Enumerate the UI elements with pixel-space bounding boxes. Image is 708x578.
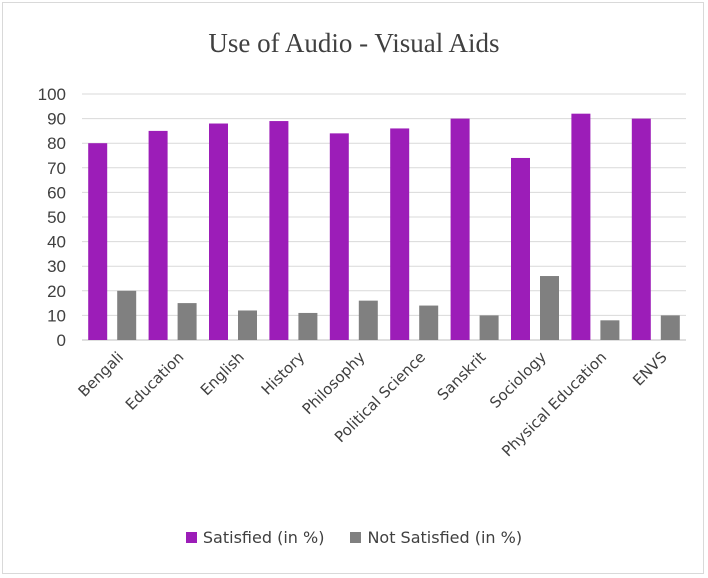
legend-item-not-satisfied: Not Satisfied (in %) <box>350 528 522 547</box>
y-tick-label: 40 <box>47 233 66 252</box>
bar-not-satisfied <box>177 303 197 340</box>
bar-satisfied <box>631 118 651 340</box>
y-tick-label: 50 <box>47 208 66 227</box>
y-tick-label: 30 <box>47 257 66 276</box>
y-tick-label: 10 <box>47 306 66 325</box>
bar-satisfied <box>390 128 410 340</box>
bars <box>88 113 680 341</box>
bar-not-satisfied <box>117 290 137 340</box>
y-axis-ticks: 0 10 20 30 40 50 60 70 80 90 100 <box>38 85 66 350</box>
bar-not-satisfied <box>660 315 680 340</box>
bar-not-satisfied <box>298 312 318 340</box>
bar-not-satisfied <box>600 320 620 340</box>
y-tick-label: 0 <box>57 331 66 350</box>
legend-label-satisfied: Satisfied (in %) <box>202 528 325 547</box>
bar-not-satisfied <box>479 315 499 340</box>
x-category-label: Sociology <box>486 348 550 412</box>
bar-satisfied <box>571 113 591 341</box>
y-tick-label: 20 <box>47 282 66 301</box>
x-category-label: Bengali <box>75 348 127 400</box>
x-category-label: ENVS <box>629 348 670 389</box>
bar-not-satisfied <box>358 300 378 340</box>
bar-satisfied <box>88 143 108 340</box>
legend: Satisfied (in %) Not Satisfied (in %) <box>0 528 708 547</box>
legend-label-not-satisfied: Not Satisfied (in %) <box>367 528 523 547</box>
bar-not-satisfied <box>238 310 257 340</box>
legend-swatch-not-satisfied <box>350 532 362 543</box>
x-category-label: Sanskrit <box>434 348 490 404</box>
y-tick-label: 60 <box>47 183 66 202</box>
x-category-label: Physical Education <box>498 348 610 460</box>
x-category-label: Education <box>122 348 188 414</box>
bar-satisfied <box>511 157 530 340</box>
y-tick-label: 100 <box>38 85 66 104</box>
bar-satisfied <box>269 121 289 340</box>
legend-item-satisfied: Satisfied (in %) <box>185 528 325 547</box>
bar-satisfied <box>450 118 470 340</box>
x-category-label: English <box>197 348 248 399</box>
y-tick-label: 70 <box>47 159 66 178</box>
bar-satisfied <box>209 123 228 341</box>
bar-satisfied <box>148 130 168 340</box>
x-category-label: History <box>258 348 309 399</box>
bar-not-satisfied <box>419 305 439 340</box>
bar-not-satisfied <box>540 276 559 340</box>
legend-swatch-satisfied <box>185 532 197 543</box>
chart-title: Use of Audio - Visual Aids <box>208 28 500 58</box>
y-tick-label: 90 <box>47 110 66 129</box>
gridlines <box>82 93 686 341</box>
y-tick-label: 80 <box>47 134 66 153</box>
bar-satisfied <box>329 133 349 340</box>
